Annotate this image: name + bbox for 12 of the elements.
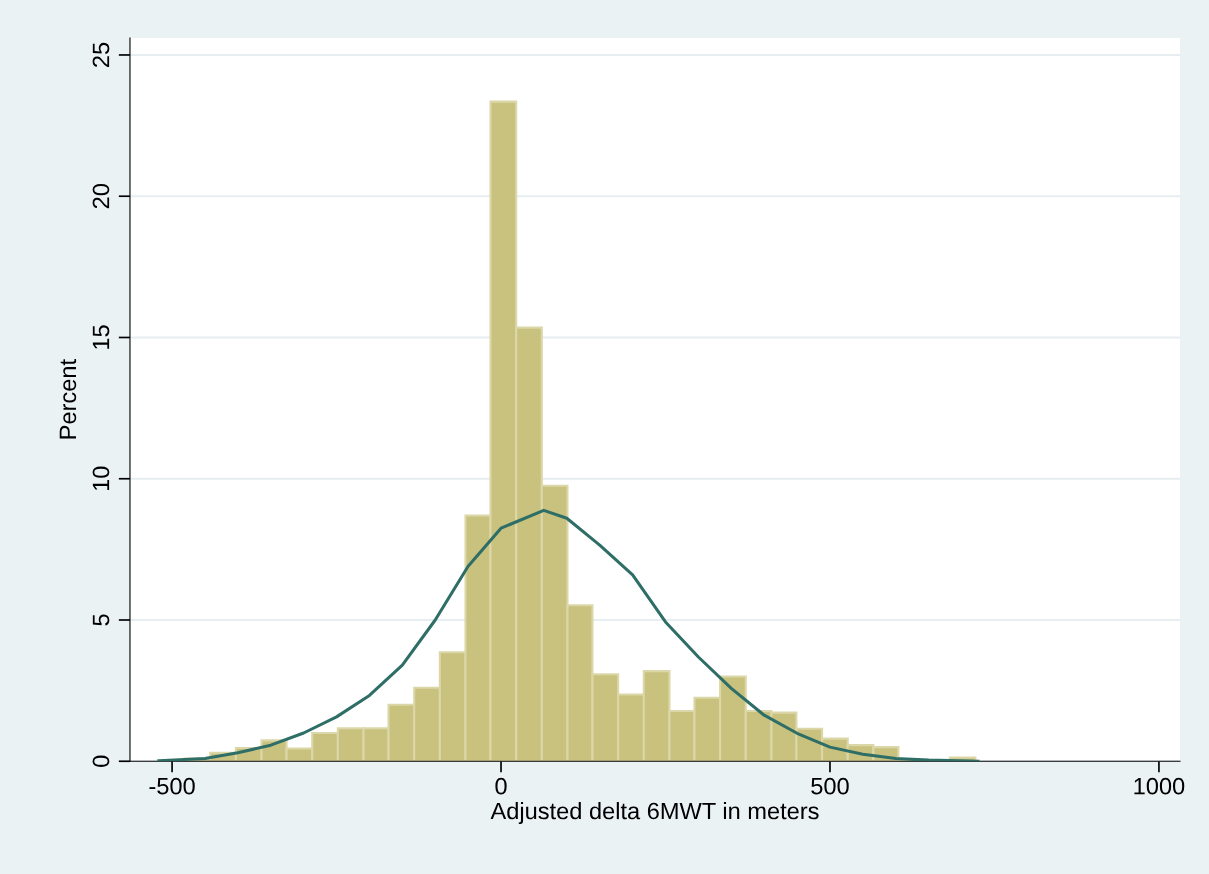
y-tick-label: 10: [92, 466, 110, 491]
y-tick-label: 15: [92, 325, 110, 349]
y-tick-label: 5: [92, 614, 110, 626]
x-axis-title: Adjusted delta 6MWT in meters: [490, 802, 819, 825]
x-tick-label: -500: [149, 777, 195, 795]
x-tick-label: 0: [495, 777, 507, 795]
y-tick-label: 25: [92, 42, 110, 67]
x-tick-label: 500: [811, 777, 849, 795]
x-tick-label: 1000: [1134, 777, 1185, 795]
y-tick-label: 20: [92, 184, 110, 209]
y-axis-title: Percent: [59, 359, 77, 439]
y-tick-label: 0: [92, 755, 110, 767]
